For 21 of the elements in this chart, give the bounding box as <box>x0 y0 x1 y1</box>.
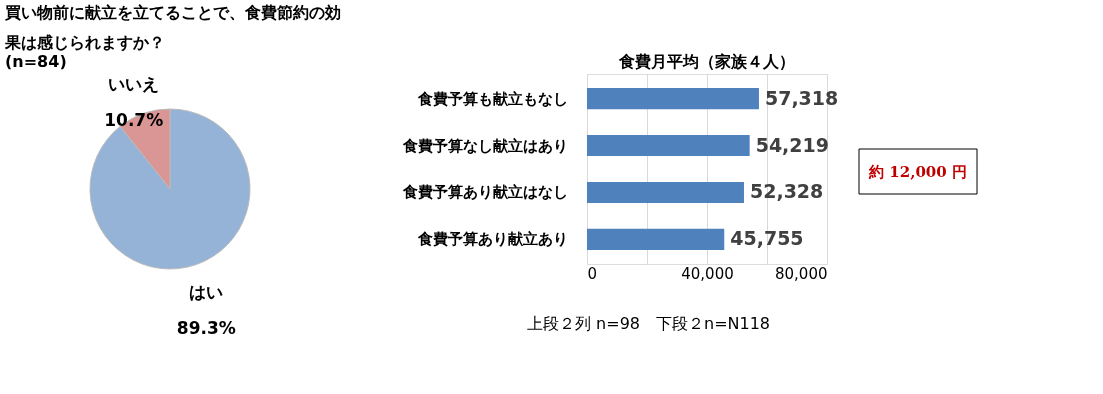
data-label: 89.3% <box>176 317 236 338</box>
y-tick-label: 食費予算あり献立あり <box>416 230 568 249</box>
x-tick-label: 40,000 <box>681 264 734 283</box>
x-tick-label: 80,000 <box>775 264 828 283</box>
data-label: 57,318 <box>764 86 839 109</box>
data-label: 52,328 <box>749 180 824 203</box>
chart-title: 食費月平均（家族４人） <box>618 52 795 71</box>
chart-subtitle: (n=84) <box>5 52 67 71</box>
slice-label: いいえ <box>108 74 160 95</box>
text: 上段２列 n=98 下段２n=N118 <box>527 314 771 333</box>
y-tick-label: 食費予算も献立もなし <box>416 89 568 108</box>
slice-label: はい <box>189 281 224 302</box>
text: 約 12,000 円 <box>868 163 967 181</box>
x-tick-label: 0 <box>587 264 598 283</box>
data-label: 54,219 <box>755 133 829 156</box>
y-tick-label: 食費予算なし献立はあり <box>401 136 568 155</box>
chart-title: 買い物前に献立を立てることで、食費節約の効果は感じられますか？ <box>4 3 341 52</box>
data-label: 10.7% <box>104 110 164 131</box>
data-label: 45,755 <box>730 227 804 250</box>
y-tick-label: 食費予算あり献立はなし <box>401 183 568 202</box>
pie-slice <box>89 108 251 270</box>
